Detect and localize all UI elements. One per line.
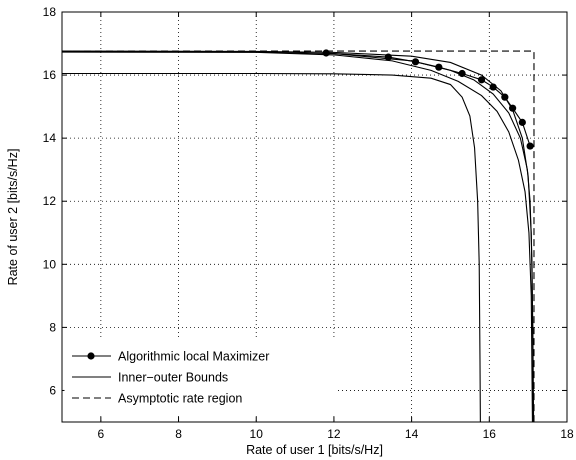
- series-bounds-line-3: [61, 51, 534, 423]
- maximizer-point: [489, 83, 497, 91]
- legend-label-1: Algorithmic local Maximizer: [118, 350, 269, 364]
- y-tick-label: 12: [43, 194, 57, 208]
- x-tick-label: 10: [250, 427, 264, 441]
- x-tick-label: 18: [560, 427, 574, 441]
- y-tick-label: 10: [43, 257, 57, 271]
- x-tick-label: 6: [98, 427, 105, 441]
- legend-label-3: Asymptotic rate region: [118, 392, 242, 406]
- legend-marker: [87, 352, 95, 360]
- axis-ticks: 6 8 10 12 14 16 18 6 8 10 12 14 16 18: [43, 5, 574, 441]
- x-tick-label: 8: [175, 427, 182, 441]
- plot-area: [61, 49, 535, 423]
- y-tick-label: 6: [49, 383, 56, 397]
- maximizer-point: [518, 118, 526, 126]
- series-asymptotic-line: [62, 50, 535, 422]
- x-tick-label: 14: [405, 427, 419, 441]
- y-tick-label: 14: [43, 131, 57, 145]
- maximizer-point: [526, 142, 534, 150]
- y-tick-label: 8: [49, 320, 56, 334]
- maximizer-point: [477, 76, 486, 84]
- series-bounds-line-1: [62, 72, 481, 423]
- legend: Algorithmic local Maximizer Inner−outer B…: [64, 339, 336, 414]
- y-tick-label: 18: [43, 5, 57, 19]
- series-bounds-line-4: [61, 51, 533, 423]
- x-tick-label: 16: [483, 427, 497, 441]
- legend-label-2: Inner−outer Bounds: [118, 371, 228, 385]
- series-maximizer-line: [326, 52, 531, 147]
- y-axis-title: Rate of user 2 [bits/s/Hz]: [6, 149, 20, 286]
- x-axis-title: Rate of user 1 [bits/s/Hz]: [246, 443, 383, 457]
- y-tick-label: 16: [43, 68, 57, 82]
- plot-frame: [61, 11, 568, 423]
- x-tick-label: 12: [327, 427, 341, 441]
